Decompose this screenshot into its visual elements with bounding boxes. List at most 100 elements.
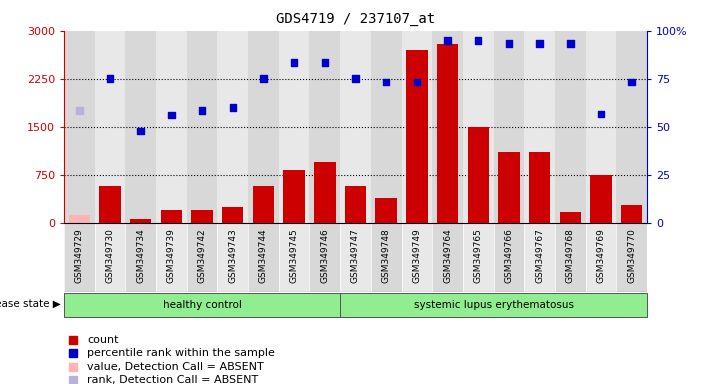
Text: GSM349746: GSM349746	[321, 228, 329, 283]
Bar	[555, 31, 586, 223]
Bar	[468, 127, 489, 223]
Bar	[248, 31, 279, 223]
Bar	[100, 185, 121, 223]
Text: GDS4719 / 237107_at: GDS4719 / 237107_at	[276, 12, 435, 25]
FancyBboxPatch shape	[64, 293, 340, 317]
Bar	[309, 223, 340, 292]
Bar	[586, 223, 616, 292]
Bar	[529, 152, 550, 223]
Point	[319, 60, 331, 66]
Bar	[437, 43, 459, 223]
Text: GSM349743: GSM349743	[228, 228, 237, 283]
Bar	[218, 31, 248, 223]
Text: value, Detection Call = ABSENT: value, Detection Call = ABSENT	[87, 362, 264, 372]
Bar	[161, 210, 182, 223]
Point	[289, 60, 300, 66]
Bar	[524, 223, 555, 292]
Text: GSM349744: GSM349744	[259, 228, 268, 283]
Bar	[340, 223, 371, 292]
Point	[595, 111, 606, 117]
Point	[105, 76, 116, 82]
Text: GSM349764: GSM349764	[443, 228, 452, 283]
Bar	[187, 223, 218, 292]
Bar	[371, 31, 402, 223]
Text: systemic lupus erythematosus: systemic lupus erythematosus	[414, 300, 574, 310]
Text: percentile rank within the sample: percentile rank within the sample	[87, 348, 275, 358]
Text: GSM349766: GSM349766	[504, 228, 513, 283]
Point	[166, 112, 177, 118]
Text: GSM349765: GSM349765	[474, 228, 483, 283]
Point	[534, 40, 545, 46]
Text: GSM349734: GSM349734	[137, 228, 145, 283]
Point	[258, 76, 269, 82]
Bar	[493, 223, 524, 292]
Point	[196, 108, 208, 114]
Bar	[621, 205, 643, 223]
Text: disease state ▶: disease state ▶	[0, 299, 60, 309]
Point	[442, 37, 453, 43]
Text: rank, Detection Call = ABSENT: rank, Detection Call = ABSENT	[87, 375, 259, 384]
Bar	[524, 31, 555, 223]
Point	[473, 37, 484, 43]
Point	[227, 104, 238, 111]
Point	[135, 128, 146, 134]
Bar	[64, 223, 95, 292]
Text: GSM349768: GSM349768	[566, 228, 574, 283]
Bar	[279, 223, 309, 292]
Bar	[340, 31, 371, 223]
Bar	[555, 223, 586, 292]
Bar	[493, 31, 524, 223]
Bar	[560, 212, 581, 223]
Bar	[218, 223, 248, 292]
Bar	[284, 170, 305, 223]
Point	[626, 79, 637, 85]
Bar	[279, 31, 309, 223]
Bar	[252, 185, 274, 223]
Point	[565, 40, 576, 46]
Bar	[616, 223, 647, 292]
Bar	[314, 162, 336, 223]
Bar	[432, 223, 463, 292]
Text: count: count	[87, 335, 119, 345]
Text: GSM349767: GSM349767	[535, 228, 544, 283]
Bar	[156, 223, 187, 292]
Bar	[616, 31, 647, 223]
Point	[74, 108, 85, 114]
Text: GSM349730: GSM349730	[105, 228, 114, 283]
Bar	[586, 31, 616, 223]
Bar	[156, 31, 187, 223]
Bar	[309, 31, 340, 223]
Bar	[463, 31, 493, 223]
Bar	[95, 31, 125, 223]
FancyBboxPatch shape	[340, 293, 647, 317]
Point	[503, 40, 515, 46]
Bar	[125, 31, 156, 223]
Text: GSM349742: GSM349742	[198, 228, 207, 283]
Bar	[191, 210, 213, 223]
Bar	[375, 199, 397, 223]
Bar	[463, 223, 493, 292]
Bar	[432, 31, 463, 223]
Bar	[130, 219, 151, 223]
Bar	[95, 223, 125, 292]
Bar	[345, 185, 366, 223]
Point	[380, 79, 392, 85]
Text: GSM349749: GSM349749	[412, 228, 422, 283]
Text: GSM349729: GSM349729	[75, 228, 84, 283]
Bar	[402, 31, 432, 223]
Bar	[125, 223, 156, 292]
Text: GSM349739: GSM349739	[167, 228, 176, 283]
Text: GSM349747: GSM349747	[351, 228, 360, 283]
Bar	[406, 50, 427, 223]
Bar	[64, 31, 95, 223]
Text: healthy control: healthy control	[163, 300, 242, 310]
Bar	[248, 223, 279, 292]
Bar	[371, 223, 402, 292]
Text: GSM349769: GSM349769	[597, 228, 606, 283]
Bar	[68, 215, 90, 223]
Point	[350, 76, 361, 82]
Bar	[590, 175, 611, 223]
Text: GSM349770: GSM349770	[627, 228, 636, 283]
Text: GSM349745: GSM349745	[289, 228, 299, 283]
Point	[411, 79, 422, 85]
